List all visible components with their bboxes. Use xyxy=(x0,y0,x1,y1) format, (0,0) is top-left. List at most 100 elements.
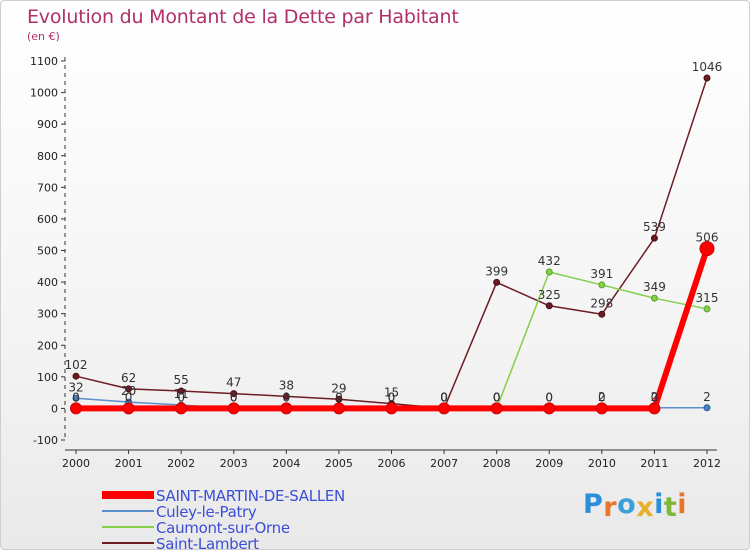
data-label: 0 xyxy=(283,390,291,404)
data-label: 32 xyxy=(68,380,83,394)
data-label: 399 xyxy=(485,264,508,278)
data-label: 38 xyxy=(279,378,294,392)
chart-title: Evolution du Montant de la Dette par Hab… xyxy=(27,6,459,28)
data-label: 47 xyxy=(226,376,241,390)
data-label: 0 xyxy=(493,390,501,404)
data-label: 432 xyxy=(538,254,561,268)
x-tick-label: 2006 xyxy=(378,457,406,470)
data-label: 391 xyxy=(590,267,613,281)
data-label: 315 xyxy=(696,291,719,305)
y-tick-label: 400 xyxy=(37,276,58,289)
legend-swatch xyxy=(102,510,154,512)
data-label: 11 xyxy=(174,387,189,401)
data-label: 55 xyxy=(174,373,189,387)
legend-swatch xyxy=(102,542,154,544)
data-point xyxy=(598,281,606,289)
data-point xyxy=(545,268,553,276)
data-point xyxy=(122,402,135,415)
x-tick-label: 2007 xyxy=(430,457,458,470)
data-label: 0 xyxy=(545,390,553,404)
data-label: 0 xyxy=(493,390,501,404)
legend-label: Culey-le-Patry xyxy=(156,503,257,521)
data-point xyxy=(543,402,556,415)
legend-label: Saint-Lambert xyxy=(156,535,259,550)
data-point xyxy=(72,372,80,380)
data-label: 2 xyxy=(651,390,659,404)
data-label: 15 xyxy=(384,386,399,400)
data-label: 0 xyxy=(388,390,396,404)
data-point xyxy=(280,402,293,415)
data-label: 0 xyxy=(440,390,448,404)
x-tick-label: 2010 xyxy=(588,457,616,470)
data-label: 0 xyxy=(335,390,343,404)
data-label: 0 xyxy=(230,390,238,404)
data-point xyxy=(125,385,133,393)
data-label: 102 xyxy=(65,358,88,372)
data-label: 1046 xyxy=(692,60,723,74)
data-label: 298 xyxy=(590,296,613,310)
data-point xyxy=(332,402,345,415)
data-point xyxy=(230,390,238,398)
data-point xyxy=(385,402,398,415)
x-tick-label: 2011 xyxy=(640,457,668,470)
data-label: 539 xyxy=(643,220,666,234)
data-label: 0 xyxy=(440,390,448,404)
proxiti-logo: Proxiti xyxy=(583,489,688,523)
data-label: 0 xyxy=(440,390,448,404)
logo-letter: P xyxy=(583,489,604,520)
data-point xyxy=(648,402,661,415)
y-tick-label: 1100 xyxy=(30,55,58,68)
data-label: 0 xyxy=(125,390,133,404)
logo-letter: o xyxy=(617,489,637,520)
y-tick-label: 600 xyxy=(37,213,58,226)
data-point xyxy=(650,234,658,242)
data-label: 0 xyxy=(72,390,80,404)
x-tick-label: 2001 xyxy=(115,457,143,470)
y-tick-label: 900 xyxy=(37,118,58,131)
logo-letter: i xyxy=(654,489,664,520)
data-label: 0 xyxy=(230,390,238,404)
data-point xyxy=(595,402,608,415)
x-tick-label: 2005 xyxy=(325,457,353,470)
logo-letter: r xyxy=(603,492,618,523)
unit-label: (en €) xyxy=(27,30,60,43)
x-tick-label: 2008 xyxy=(483,457,511,470)
data-point xyxy=(650,294,658,302)
data-point xyxy=(70,402,82,415)
data-point xyxy=(175,402,188,415)
y-tick-label: 100 xyxy=(37,371,58,384)
data-label: 0 xyxy=(388,390,396,404)
data-point xyxy=(335,395,343,403)
data-point xyxy=(703,404,711,412)
series-line-3 xyxy=(75,77,708,410)
data-point xyxy=(493,278,501,286)
data-point xyxy=(227,402,240,415)
data-label: 0 xyxy=(598,390,606,404)
logo-letter: i xyxy=(677,489,688,520)
data-label: 0 xyxy=(335,390,343,404)
data-label: 0 xyxy=(283,390,291,404)
y-tick-label: 800 xyxy=(37,150,58,163)
legend-swatch xyxy=(102,491,154,499)
data-point xyxy=(72,394,80,402)
x-tick-label: 2004 xyxy=(272,457,300,470)
y-tick-label: 700 xyxy=(37,181,58,194)
data-label: 0 xyxy=(177,390,185,404)
data-label: 20 xyxy=(121,384,136,398)
data-label: 29 xyxy=(331,381,346,395)
y-tick-label: 300 xyxy=(37,308,58,321)
data-label: 0 xyxy=(545,390,553,404)
data-point xyxy=(282,392,290,400)
data-point xyxy=(177,387,185,395)
data-point xyxy=(438,402,451,415)
y-tick-label: 200 xyxy=(37,339,58,352)
logo-letter: x xyxy=(636,492,655,523)
data-label: 62 xyxy=(121,371,136,385)
data-label: 506 xyxy=(696,231,719,245)
data-point xyxy=(699,241,715,257)
data-point xyxy=(490,402,503,415)
x-tick-label: 2000 xyxy=(62,457,90,470)
data-label: 0 xyxy=(493,390,501,404)
